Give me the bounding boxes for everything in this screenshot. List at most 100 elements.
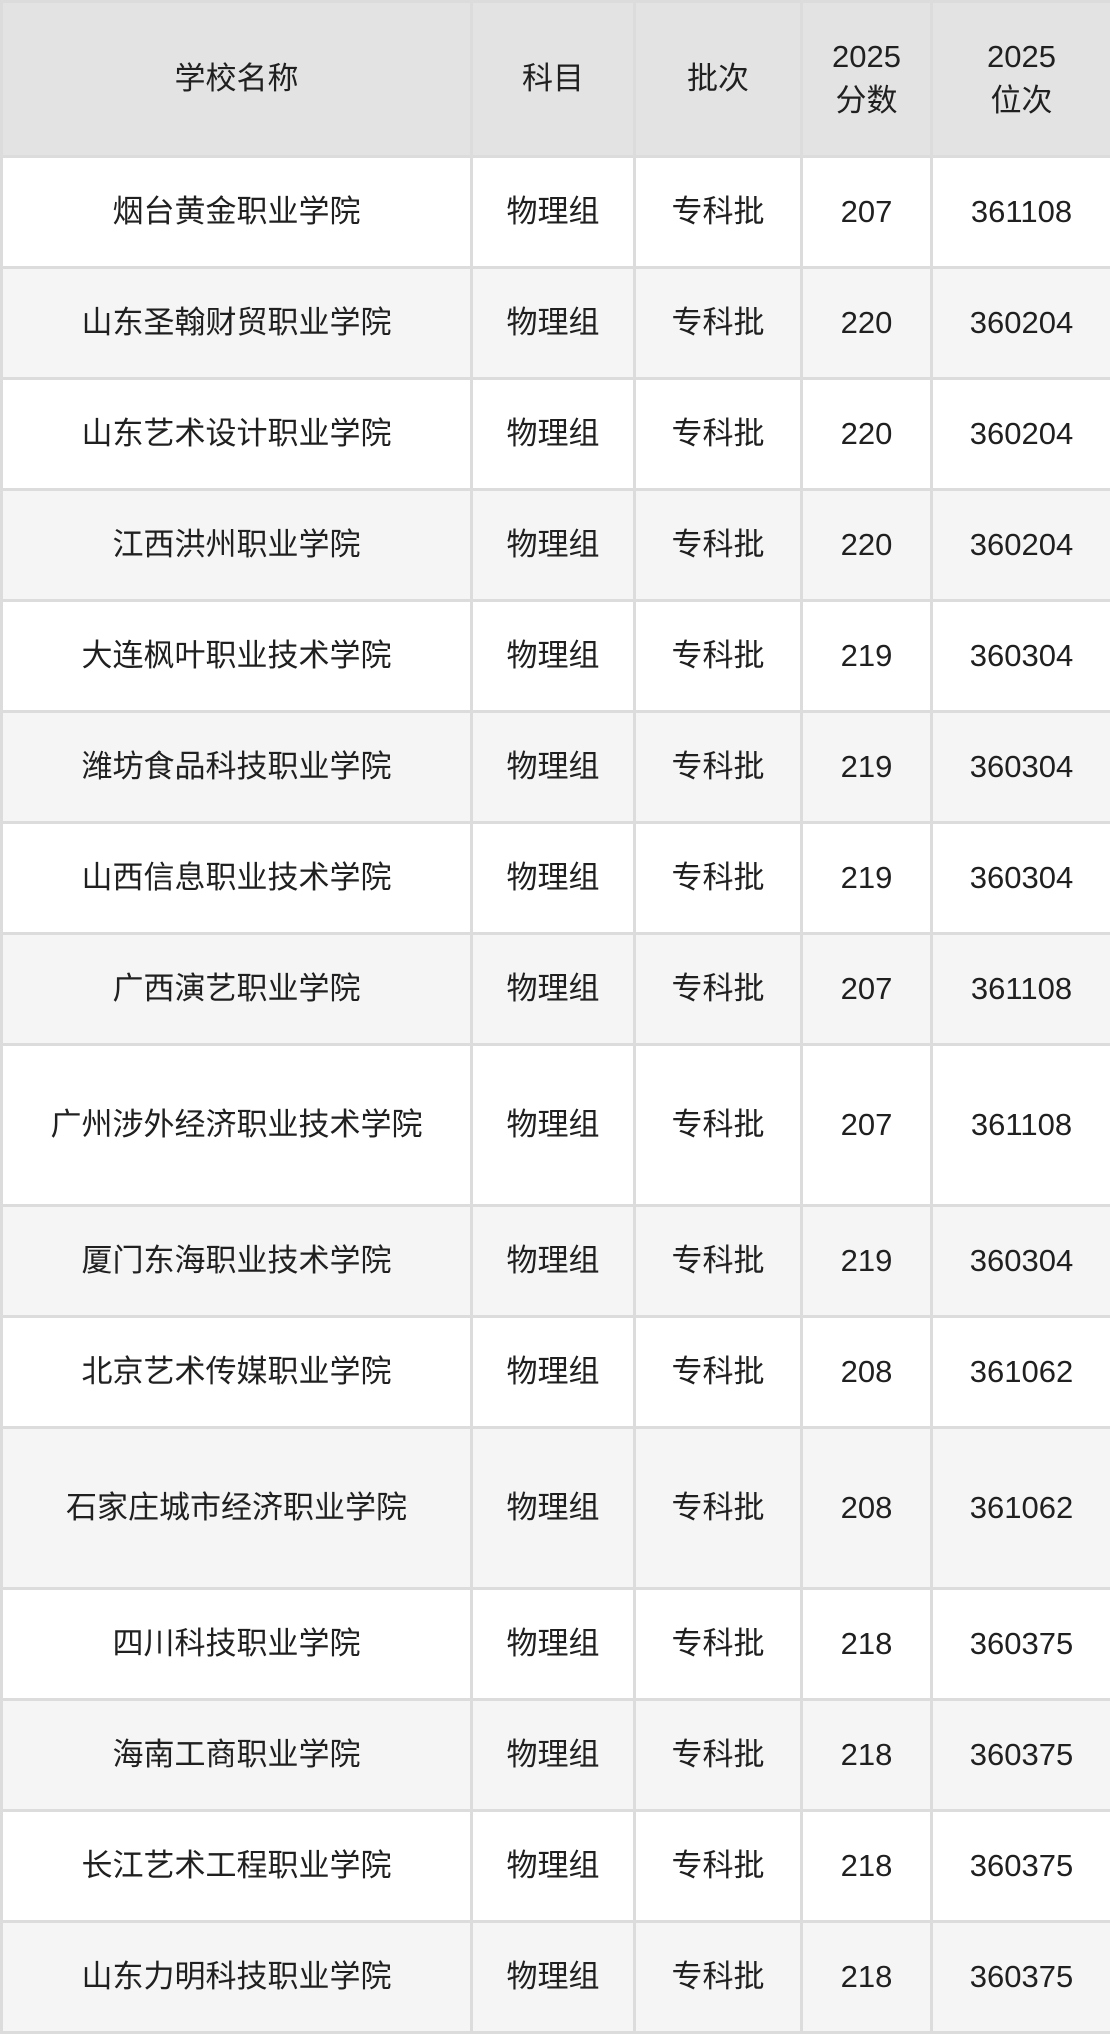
cell-subject: 物理组 (470, 1587, 636, 1701)
cell-school: 山东圣翰财贸职业学院 (0, 266, 473, 380)
cell-subject: 物理组 (470, 1426, 636, 1590)
cell-school: 广州涉外经济职业技术学院 (0, 1043, 473, 1207)
cell-score: 220 (800, 377, 933, 491)
cell-batch: 专科批 (633, 377, 803, 491)
cell-batch: 专科批 (633, 1204, 803, 1318)
cell-subject: 物理组 (470, 821, 636, 935)
table-row: 江西洪州职业学院 物理组 专科批 220 360204 (0, 488, 1110, 602)
table-row: 石家庄城市经济职业学院 物理组 专科批 208 361062 (0, 1426, 1110, 1590)
column-header-subject: 科目 (470, 0, 636, 158)
column-header-rank-label: 位次 (990, 83, 1053, 118)
cell-batch: 专科批 (633, 599, 803, 713)
cell-rank: 360375 (930, 1587, 1110, 1701)
cell-subject: 物理组 (470, 1698, 636, 1812)
column-header-batch: 批次 (633, 0, 803, 158)
cell-rank: 361062 (930, 1315, 1110, 1429)
cell-score: 208 (800, 1315, 933, 1429)
table-row: 山东艺术设计职业学院 物理组 专科批 220 360204 (0, 377, 1110, 491)
cell-score: 219 (800, 1204, 933, 1318)
cell-score: 218 (800, 1587, 933, 1701)
cell-school: 江西洪州职业学院 (0, 488, 473, 602)
table-row: 厦门东海职业技术学院 物理组 专科批 219 360304 (0, 1204, 1110, 1318)
cell-rank: 360375 (930, 1698, 1110, 1812)
cell-school: 烟台黄金职业学院 (0, 155, 473, 269)
cell-school: 四川科技职业学院 (0, 1587, 473, 1701)
cell-batch: 专科批 (633, 155, 803, 269)
cell-school: 石家庄城市经济职业学院 (0, 1426, 473, 1590)
cell-subject: 物理组 (470, 1204, 636, 1318)
cell-batch: 专科批 (633, 1698, 803, 1812)
cell-subject: 物理组 (470, 266, 636, 380)
table-row: 广西演艺职业学院 物理组 专科批 207 361108 (0, 932, 1110, 1046)
cell-rank: 360204 (930, 488, 1110, 602)
column-header-rank: 2025 位次 (930, 0, 1110, 158)
table-row: 烟台黄金职业学院 物理组 专科批 207 361108 (0, 155, 1110, 269)
header-row: 学校名称 科目 批次 2025 分数 2025 位次 (0, 0, 1110, 158)
cell-subject: 物理组 (470, 1043, 636, 1207)
cell-score: 218 (800, 1809, 933, 1923)
cell-subject: 物理组 (470, 377, 636, 491)
cell-subject: 物理组 (470, 1315, 636, 1429)
cell-batch: 专科批 (633, 710, 803, 824)
cell-school: 山东力明科技职业学院 (0, 1920, 473, 2034)
cell-rank: 360204 (930, 377, 1110, 491)
cell-batch: 专科批 (633, 266, 803, 380)
cell-score: 219 (800, 599, 933, 713)
cell-school: 山东艺术设计职业学院 (0, 377, 473, 491)
cell-score: 219 (800, 821, 933, 935)
column-header-rank-year: 2025 (987, 38, 1056, 74)
cell-rank: 361108 (930, 1043, 1110, 1207)
cell-rank: 360375 (930, 1809, 1110, 1923)
cell-score: 207 (800, 932, 933, 1046)
table-row: 山西信息职业技术学院 物理组 专科批 219 360304 (0, 821, 1110, 935)
cell-score: 220 (800, 266, 933, 380)
cell-school: 广西演艺职业学院 (0, 932, 473, 1046)
cell-rank: 361108 (930, 155, 1110, 269)
cell-rank: 360375 (930, 1920, 1110, 2034)
cell-school: 长江艺术工程职业学院 (0, 1809, 473, 1923)
cell-score: 220 (800, 488, 933, 602)
cell-subject: 物理组 (470, 1920, 636, 2034)
cell-score: 218 (800, 1920, 933, 2034)
column-header-score-label: 分数 (835, 83, 898, 118)
table-row: 广州涉外经济职业技术学院 物理组 专科批 207 361108 (0, 1043, 1110, 1207)
cell-rank: 360304 (930, 821, 1110, 935)
table-row: 海南工商职业学院 物理组 专科批 218 360375 (0, 1698, 1110, 1812)
cell-batch: 专科批 (633, 488, 803, 602)
table-row: 长江艺术工程职业学院 物理组 专科批 218 360375 (0, 1809, 1110, 1923)
cell-subject: 物理组 (470, 710, 636, 824)
cell-school: 大连枫叶职业技术学院 (0, 599, 473, 713)
cell-batch: 专科批 (633, 1043, 803, 1207)
table-row: 山东力明科技职业学院 物理组 专科批 218 360375 (0, 1920, 1110, 2034)
cell-rank: 360304 (930, 1204, 1110, 1318)
column-header-score: 2025 分数 (800, 0, 933, 158)
cell-rank: 360304 (930, 710, 1110, 824)
cell-subject: 物理组 (470, 599, 636, 713)
table-row: 山东圣翰财贸职业学院 物理组 专科批 220 360204 (0, 266, 1110, 380)
table-row: 北京艺术传媒职业学院 物理组 专科批 208 361062 (0, 1315, 1110, 1429)
cell-rank: 361062 (930, 1426, 1110, 1590)
cell-score: 208 (800, 1426, 933, 1590)
cell-rank: 361108 (930, 932, 1110, 1046)
cell-subject: 物理组 (470, 1809, 636, 1923)
cell-rank: 360204 (930, 266, 1110, 380)
cell-score: 207 (800, 155, 933, 269)
cell-subject: 物理组 (470, 488, 636, 602)
cell-subject: 物理组 (470, 932, 636, 1046)
column-header-score-year: 2025 (832, 38, 901, 74)
cell-batch: 专科批 (633, 1809, 803, 1923)
column-header-school: 学校名称 (0, 0, 473, 158)
cell-batch: 专科批 (633, 932, 803, 1046)
cell-subject: 物理组 (470, 155, 636, 269)
cell-batch: 专科批 (633, 1426, 803, 1590)
cell-score: 207 (800, 1043, 933, 1207)
cell-school: 潍坊食品科技职业学院 (0, 710, 473, 824)
cell-rank: 360304 (930, 599, 1110, 713)
cell-score: 218 (800, 1698, 933, 1812)
cell-school: 海南工商职业学院 (0, 1698, 473, 1812)
cell-school: 山西信息职业技术学院 (0, 821, 473, 935)
table-row: 大连枫叶职业技术学院 物理组 专科批 219 360304 (0, 599, 1110, 713)
cell-batch: 专科批 (633, 821, 803, 935)
cell-score: 219 (800, 710, 933, 824)
